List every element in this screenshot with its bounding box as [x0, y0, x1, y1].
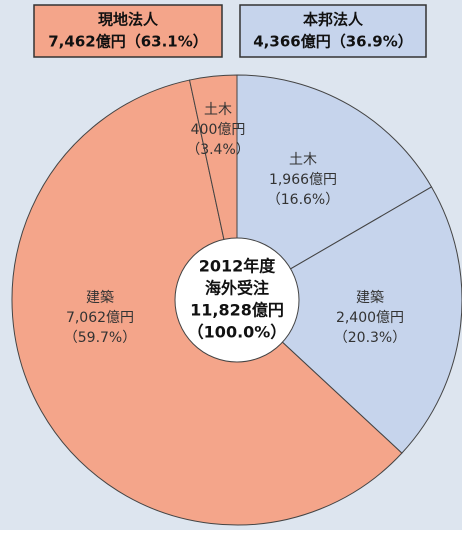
group-box [33, 4, 223, 58]
center-text: 2012年度 [199, 257, 277, 276]
group-box [239, 4, 427, 58]
slice-percent: （20.3%） [334, 330, 406, 346]
slice-value: 1,966億円 [269, 172, 337, 188]
pie-slice [236, 74, 433, 301]
group-name: 本邦法人 [303, 11, 364, 29]
group-value: 7,462億円（63.1%） [48, 33, 208, 51]
slice-percent: （16.6%） [267, 192, 339, 208]
center-text: （100.0%） [188, 323, 287, 342]
slice-percent: （59.7%） [64, 330, 136, 346]
group-name: 現地法人 [98, 11, 159, 29]
center-circle [174, 237, 300, 363]
slice-category: 建築 [86, 290, 114, 306]
center-text: 11,828億円 [190, 301, 284, 320]
center-text: 海外受注 [205, 279, 269, 298]
slice-category: 土木 [204, 102, 232, 118]
slice-percent: （3.4%） [186, 142, 250, 158]
pie-slice [236, 186, 462, 454]
group-value: 4,366億円（36.9%） [253, 33, 413, 51]
slice-category: 建築 [356, 290, 384, 306]
slice-value: 7,062億円 [66, 310, 134, 326]
slice-value: 2,400億円 [336, 310, 404, 326]
slice-value: 400億円 [191, 122, 246, 138]
slice-category: 土木 [289, 152, 317, 168]
